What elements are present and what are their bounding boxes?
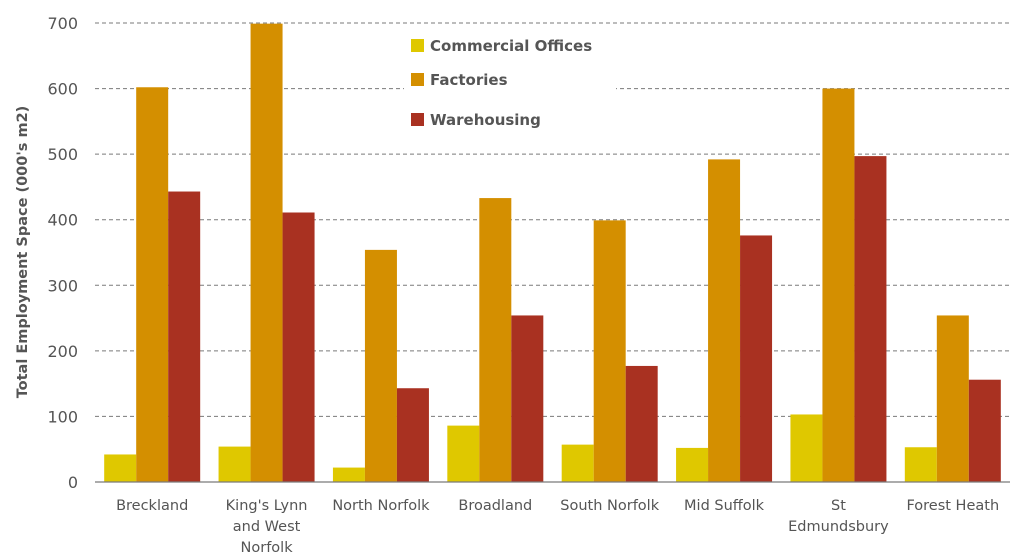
- bar-warehousing: [625, 365, 658, 482]
- legend-background: [404, 67, 616, 91]
- legend-background: [404, 33, 616, 57]
- y-tick-label: 400: [47, 211, 78, 230]
- y-tick-label: 0: [68, 473, 78, 492]
- y-tick-label: 600: [47, 80, 78, 99]
- legend-swatch: [411, 113, 424, 126]
- legend-swatch: [411, 73, 424, 86]
- bar-warehousing: [396, 388, 429, 482]
- legend-label: Commercial Offices: [430, 37, 592, 55]
- bar-factories: [708, 159, 741, 483]
- bar-commercial-offices: [904, 447, 937, 482]
- bar-factories: [936, 315, 969, 482]
- bar-factories: [593, 220, 626, 482]
- legend-label: Warehousing: [430, 111, 541, 129]
- bar-warehousing: [511, 315, 544, 482]
- x-tick-label: North Norfolk: [332, 498, 430, 514]
- bar-warehousing: [168, 191, 201, 483]
- y-axis: 0 100 200 300 400 500 600 700: [47, 14, 78, 492]
- bar-commercial-offices: [561, 444, 594, 482]
- legend-label: Factories: [430, 71, 508, 89]
- y-tick-label: 100: [47, 407, 78, 426]
- bar-factories: [479, 198, 512, 482]
- x-tick-label: Broadland: [458, 498, 532, 514]
- x-tick-label: King's Lynn and West Norfolk: [226, 498, 308, 556]
- bar-factories: [136, 87, 169, 482]
- bar-commercial-offices: [104, 454, 137, 482]
- x-tick-label: Mid Suffolk: [684, 498, 765, 514]
- bar-warehousing: [968, 379, 1001, 482]
- x-tick-label: South Norfolk: [560, 498, 659, 514]
- x-tick-label: St Edmundsbury: [788, 498, 889, 535]
- x-tick-label: Forest Heath: [906, 498, 999, 514]
- bar-warehousing: [282, 212, 315, 482]
- bar-commercial-offices: [790, 414, 823, 482]
- bar-warehousing: [740, 235, 773, 482]
- bars: [104, 23, 1001, 483]
- bar-factories: [822, 88, 855, 483]
- legend: Commercial Offices Factories Warehousing: [404, 33, 616, 131]
- bar-commercial-offices: [676, 447, 709, 482]
- y-tick-label: 200: [47, 342, 78, 361]
- bar-factories: [364, 249, 397, 482]
- y-tick-label: 300: [47, 276, 78, 295]
- legend-background: [404, 107, 616, 131]
- bar-factories: [250, 23, 283, 483]
- bar-commercial-offices: [218, 446, 251, 482]
- bar-commercial-offices: [447, 425, 480, 482]
- x-tick-label: Breckland: [116, 498, 188, 514]
- bar-warehousing: [854, 156, 887, 483]
- y-tick-label: 500: [47, 145, 78, 164]
- x-axis: Breckland King's Lynn and West Norfolk North…: [95, 481, 1010, 556]
- legend-swatch: [411, 39, 424, 52]
- y-axis-title: Total Employment Space (000's m2): [15, 106, 31, 399]
- bar-commercial-offices: [332, 467, 365, 482]
- y-tick-label: 700: [47, 14, 78, 33]
